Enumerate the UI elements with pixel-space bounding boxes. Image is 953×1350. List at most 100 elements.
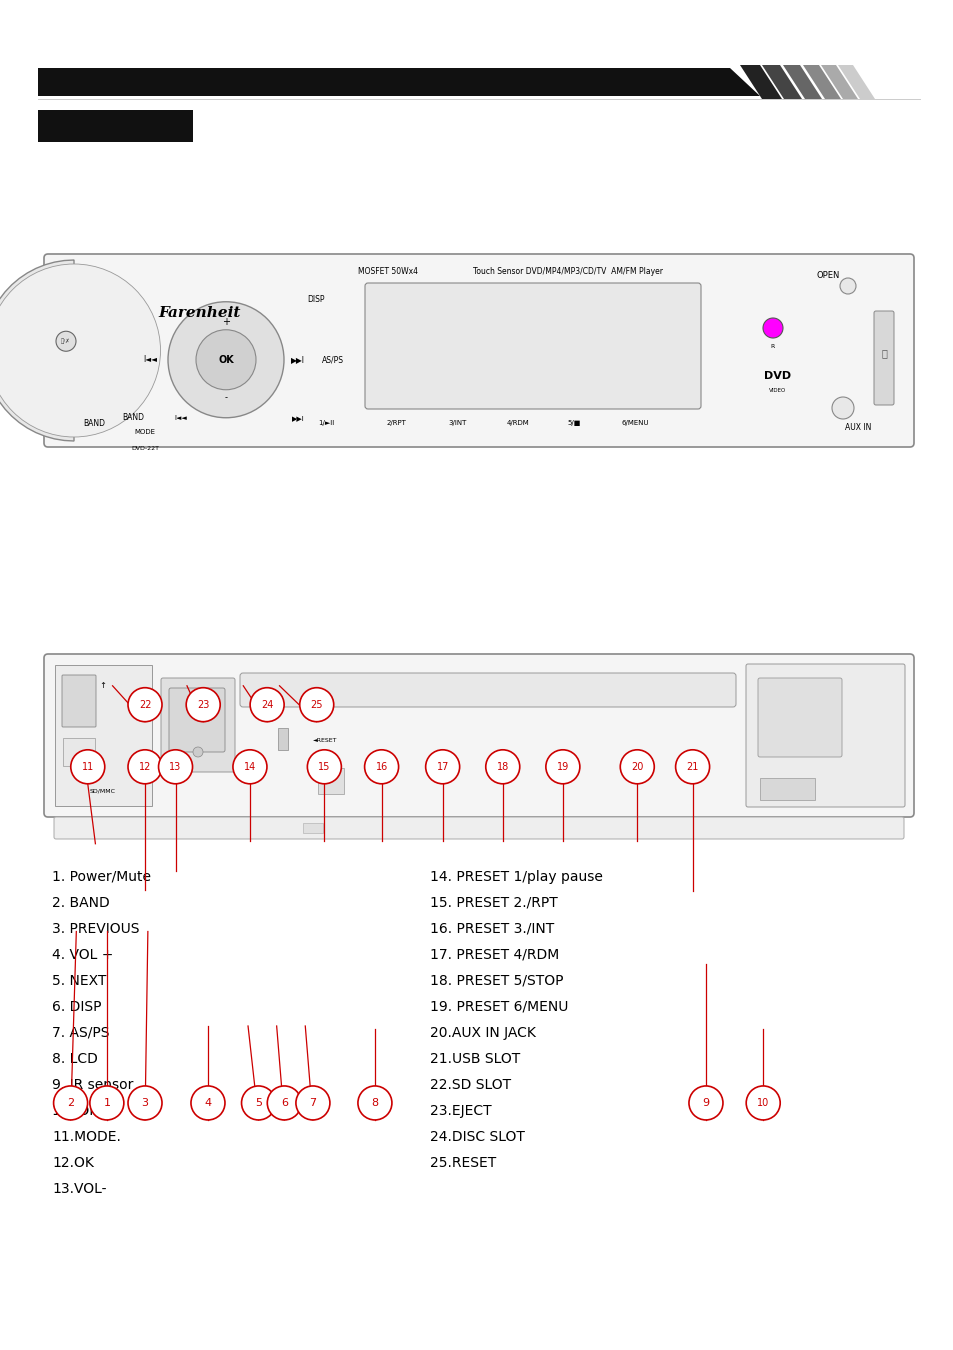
Text: 9: 9 [701,1098,709,1108]
Circle shape [128,749,162,784]
FancyBboxPatch shape [38,109,193,142]
Text: MODE: MODE [134,429,155,435]
Text: ◄RESET: ◄RESET [313,737,337,742]
Text: Touch Sensor DVD/MP4/MP3/CD/TV  AM/FM Player: Touch Sensor DVD/MP4/MP3/CD/TV AM/FM Pla… [473,267,662,277]
Circle shape [425,749,459,784]
Text: 25.RESET: 25.RESET [430,1156,496,1170]
Text: 19: 19 [557,761,568,772]
Polygon shape [740,65,781,99]
Text: 6. DISP: 6. DISP [52,1000,101,1014]
Circle shape [90,1085,124,1120]
Text: 23.EJECT: 23.EJECT [430,1104,491,1118]
Text: 4/RDM: 4/RDM [506,420,529,427]
Circle shape [241,1085,275,1120]
FancyBboxPatch shape [240,674,735,707]
Circle shape [267,1085,301,1120]
FancyBboxPatch shape [169,688,225,752]
Circle shape [619,749,654,784]
Text: 12.OK: 12.OK [52,1156,93,1170]
Circle shape [191,1085,225,1120]
Text: 10: 10 [757,1098,768,1108]
Text: 1: 1 [103,1098,111,1108]
Polygon shape [837,65,874,99]
Text: 9. IR sensor: 9. IR sensor [52,1079,133,1092]
Polygon shape [761,65,801,99]
Text: ▶▶I: ▶▶I [292,414,304,421]
Text: ▶▶I: ▶▶I [291,355,305,364]
Circle shape [128,687,162,722]
Text: 13: 13 [170,761,181,772]
Text: 3. PREVIOUS: 3. PREVIOUS [52,922,139,936]
Text: 4. VOL +: 4. VOL + [52,948,113,963]
Text: 2/RPT: 2/RPT [386,420,406,427]
Text: 8: 8 [371,1098,378,1108]
Text: DVD-22T: DVD-22T [131,446,159,451]
Circle shape [168,302,284,417]
Text: 6/MENU: 6/MENU [620,420,648,427]
Text: 24.DISC SLOT: 24.DISC SLOT [430,1130,524,1143]
Text: 11.MODE.: 11.MODE. [52,1130,121,1143]
Text: 20: 20 [631,761,642,772]
Text: 11: 11 [82,761,93,772]
Text: SD/MMC: SD/MMC [90,788,116,794]
Text: ⏻: ⏻ [881,348,886,358]
Polygon shape [782,65,821,99]
Text: 3: 3 [141,1098,149,1108]
Circle shape [158,749,193,784]
Text: 15. PRESET 2./RPT: 15. PRESET 2./RPT [430,896,558,910]
Text: -: - [224,393,227,402]
Text: DISP: DISP [307,296,324,305]
Circle shape [299,687,334,722]
Text: 6: 6 [280,1098,288,1108]
Text: 8. LCD: 8. LCD [52,1052,98,1066]
Text: OK: OK [218,355,233,364]
Text: 7: 7 [309,1098,316,1108]
Polygon shape [0,261,74,441]
Text: 16: 16 [375,761,387,772]
Circle shape [56,331,76,351]
Circle shape [831,397,853,418]
Circle shape [71,749,105,784]
Text: 15: 15 [318,761,330,772]
Text: MOSFET 50Wx4: MOSFET 50Wx4 [357,267,417,277]
Text: 1/►II: 1/►II [317,420,334,427]
Polygon shape [821,65,857,99]
Text: 19. PRESET 6/MENU: 19. PRESET 6/MENU [430,1000,568,1014]
Circle shape [193,747,203,757]
Text: 18: 18 [497,761,508,772]
FancyBboxPatch shape [317,768,344,794]
Text: 10. OPEN: 10. OPEN [52,1104,116,1118]
Text: BAND: BAND [122,413,144,423]
Polygon shape [802,65,841,99]
Circle shape [357,1085,392,1120]
Text: VIDEO: VIDEO [768,387,786,393]
Text: 12: 12 [139,761,151,772]
Text: 21: 21 [686,761,698,772]
FancyBboxPatch shape [758,678,841,757]
Text: 2: 2 [67,1098,74,1108]
Text: 25: 25 [310,699,323,710]
Text: ↑: ↑ [99,682,107,690]
Circle shape [233,749,267,784]
Text: 24: 24 [261,699,273,710]
Text: DVD: DVD [763,371,791,381]
Text: I◄◄: I◄◄ [143,355,157,364]
Circle shape [128,1085,162,1120]
Text: 14: 14 [244,761,255,772]
Text: 20.AUX IN JACK: 20.AUX IN JACK [430,1026,536,1040]
FancyBboxPatch shape [873,310,893,405]
Text: BAND: BAND [83,418,105,428]
Circle shape [762,319,782,338]
Circle shape [364,749,398,784]
Text: 3/INT: 3/INT [448,420,467,427]
FancyBboxPatch shape [63,738,95,765]
FancyBboxPatch shape [44,254,913,447]
Circle shape [195,329,255,390]
Text: 17. PRESET 4/RDM: 17. PRESET 4/RDM [430,948,558,963]
FancyBboxPatch shape [365,284,700,409]
Circle shape [250,687,284,722]
Circle shape [675,749,709,784]
Text: 22.SD SLOT: 22.SD SLOT [430,1079,511,1092]
Text: 14. PRESET 1/play pause: 14. PRESET 1/play pause [430,869,602,884]
Text: I◄◄: I◄◄ [174,414,187,421]
